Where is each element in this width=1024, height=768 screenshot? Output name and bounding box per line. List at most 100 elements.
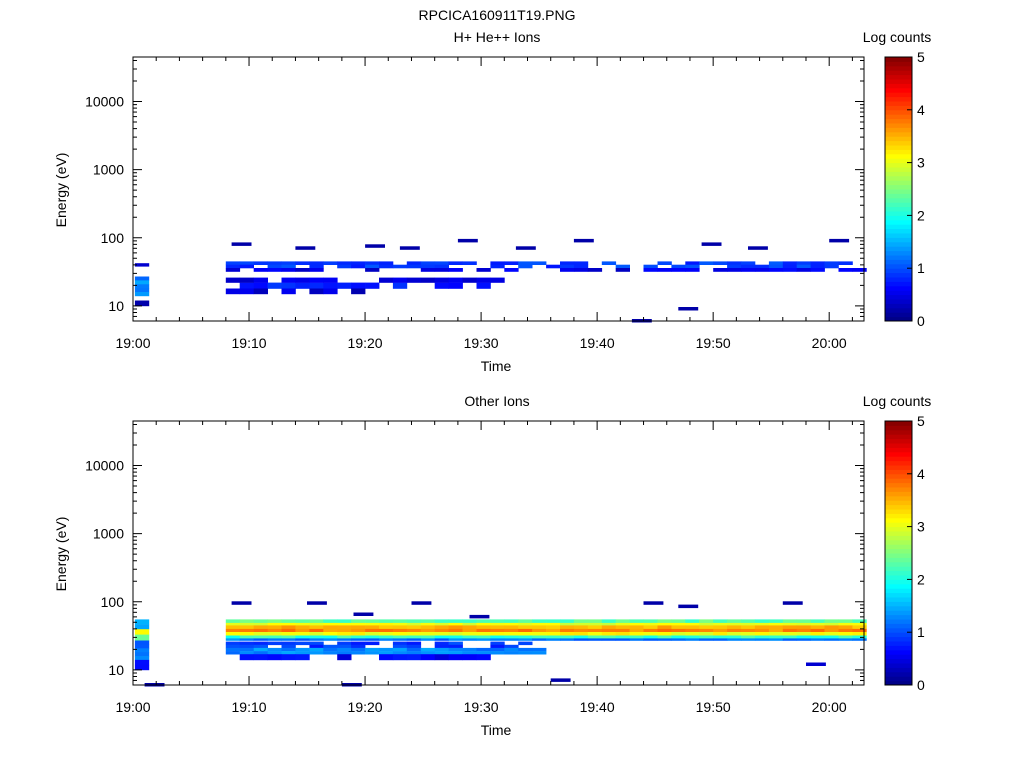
colorbar-step <box>885 219 912 225</box>
heatmap-cell <box>281 628 296 633</box>
heatmap-cell <box>768 638 784 641</box>
heatmap-cell <box>657 622 672 626</box>
colorbar-step <box>885 531 912 536</box>
colorbar-step <box>885 627 912 633</box>
colorbar-step <box>885 145 912 150</box>
heatmap-cell <box>309 264 324 269</box>
heatmap-cell <box>768 622 784 626</box>
colorbar-step <box>885 522 912 528</box>
heatmap-cell <box>810 268 825 272</box>
heatmap-cell <box>768 625 784 630</box>
heatmap-cell <box>365 647 380 652</box>
heatmap-cell <box>657 268 672 272</box>
heatmap-cell <box>434 635 449 639</box>
heatmap-cell <box>852 638 867 641</box>
colorbar-tick-label: 5 <box>917 413 925 429</box>
heatmap-cell <box>392 638 408 641</box>
heatmap-cell <box>727 628 742 633</box>
heatmap-cell <box>685 632 700 636</box>
heatmap-cell <box>379 625 394 630</box>
x-tick-label: 19:40 <box>580 335 615 351</box>
heatmap-cell <box>852 622 867 626</box>
heatmap-cell <box>754 625 770 630</box>
heatmap-cell <box>448 625 463 630</box>
heatmap-cell <box>810 628 825 633</box>
heatmap-cell <box>699 632 714 636</box>
heatmap-cell <box>239 635 254 639</box>
heatmap-cell <box>671 635 686 639</box>
colorbar-step <box>885 429 912 435</box>
heatmap-cell <box>239 288 254 295</box>
heatmap-cell <box>587 625 603 630</box>
heatmap-cell <box>434 622 449 626</box>
colorbar-step <box>885 136 912 142</box>
colorbar-step <box>885 535 912 541</box>
heatmap-cell <box>420 622 436 626</box>
heatmap-cell <box>629 622 644 626</box>
heatmap-cell <box>365 625 380 630</box>
heatmap-cell <box>406 635 422 639</box>
heatmap-cell <box>741 625 756 630</box>
heatmap-cell <box>281 622 296 626</box>
colorbar-step <box>885 553 912 558</box>
heatmap-cell <box>810 264 825 269</box>
heatmap-cell <box>379 622 394 626</box>
heatmap-cell <box>546 628 561 633</box>
heatmap-cell <box>476 619 491 624</box>
colorbar-step <box>885 583 912 589</box>
heatmap-cell <box>309 268 324 272</box>
heatmap-cell <box>448 619 463 624</box>
heatmap-cell <box>741 632 756 636</box>
heatmap-cell <box>434 264 449 269</box>
heatmap-cell <box>741 635 756 639</box>
heatmap-cell <box>573 268 589 272</box>
y-axis-label: Energy (eV) <box>53 517 69 592</box>
heatmap-cell <box>490 261 505 265</box>
heatmap-cell <box>727 268 742 272</box>
colorbar-step <box>885 421 912 426</box>
heatmap-cell <box>532 635 547 639</box>
heatmap-cell <box>462 647 477 652</box>
heatmap-cell <box>573 261 589 265</box>
heatmap-cell <box>476 268 491 272</box>
heatmap-cell <box>337 619 352 624</box>
heatmap-cell <box>852 635 867 639</box>
colorbar-step <box>885 61 912 67</box>
x-tick-label: 19:10 <box>232 699 267 715</box>
heatmap-cell <box>782 638 798 641</box>
heatmap-cell <box>657 635 672 639</box>
heatmap-cell <box>560 264 575 269</box>
heatmap-cell <box>225 647 241 652</box>
heatmap-cell <box>838 628 853 633</box>
heatmap-cell <box>434 625 449 630</box>
heatmap-cell <box>231 242 252 246</box>
heatmap-cell <box>434 641 449 646</box>
heatmap-cell <box>615 635 630 639</box>
heatmap-cell <box>727 619 742 624</box>
colorbar-step <box>885 623 912 629</box>
colorbar-step <box>885 478 912 484</box>
heatmap-cell <box>239 644 254 649</box>
heatmap-cell <box>685 638 700 641</box>
colorbar-step <box>885 307 912 313</box>
heatmap-cell <box>685 619 700 624</box>
heatmap-cell <box>134 284 150 289</box>
heatmap-cell <box>379 651 394 655</box>
heatmap-cell <box>448 628 463 633</box>
heatmap-cell <box>587 268 603 272</box>
heatmap-cell <box>615 638 630 641</box>
heatmap-cell <box>629 619 644 624</box>
heatmap-cell <box>713 268 728 272</box>
heatmap-cell <box>824 635 839 639</box>
heatmap-cell <box>457 238 478 243</box>
heatmap-cell <box>448 647 463 652</box>
heatmap-cell <box>643 619 658 624</box>
colorbar-step <box>885 167 912 172</box>
heatmap-cell <box>225 288 241 295</box>
heatmap-cell <box>587 619 603 624</box>
heatmap-cell <box>741 264 756 269</box>
heatmap-cell <box>239 619 254 624</box>
heatmap-cell <box>134 634 150 641</box>
heatmap-cell <box>601 635 617 639</box>
